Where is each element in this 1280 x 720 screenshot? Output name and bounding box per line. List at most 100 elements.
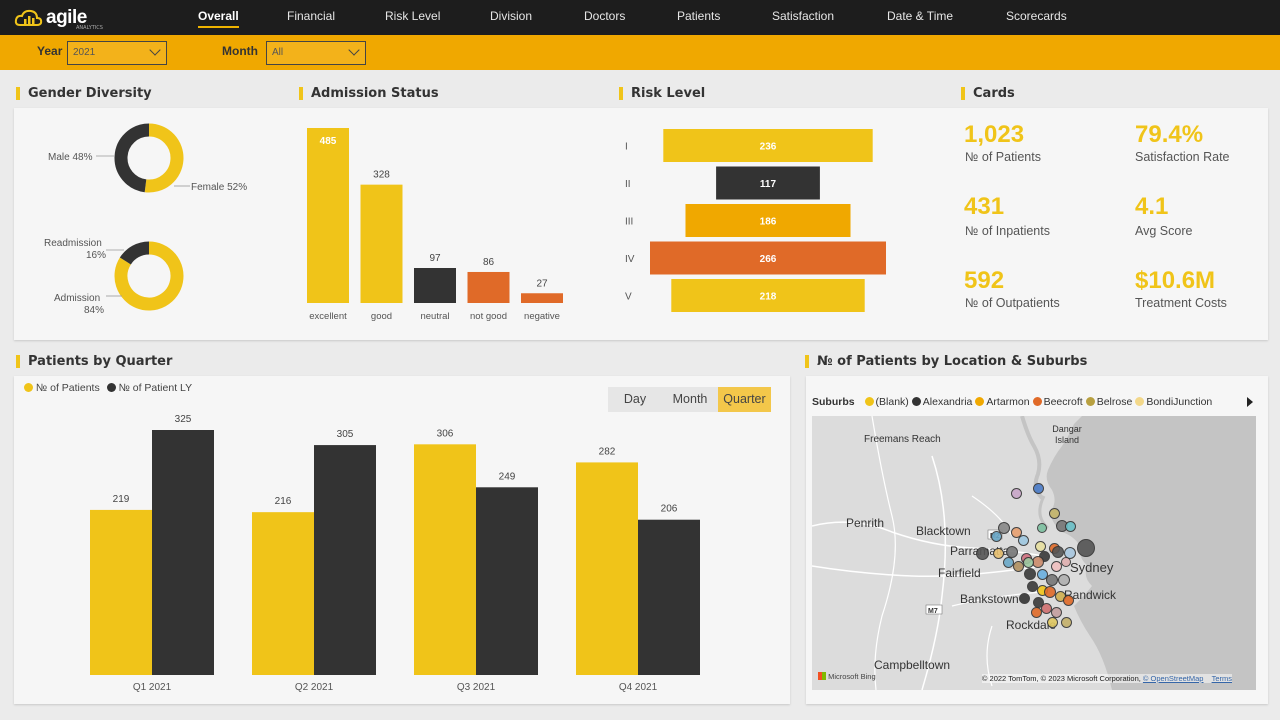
nav-tab-doctors[interactable]: Doctors	[584, 9, 626, 23]
admission-value-label: 27	[536, 278, 548, 289]
map-bubble[interactable]	[1046, 616, 1058, 628]
risk-bar-I[interactable]	[663, 129, 873, 162]
map-bubble[interactable]	[1034, 540, 1046, 552]
map-bubble[interactable]	[975, 546, 989, 560]
risk-bar-III[interactable]	[685, 204, 851, 237]
risk-category-label: II	[625, 179, 631, 190]
admission-donut[interactable]	[114, 241, 184, 311]
nav-tab-scorecards[interactable]: Scorecards	[1006, 9, 1067, 23]
map-bubble[interactable]	[1040, 602, 1052, 614]
donut-slice-admission[interactable]	[114, 241, 184, 311]
patients-by-location-title: № of Patients by Location & Suburbs	[805, 355, 1087, 368]
map-bubble[interactable]	[1060, 616, 1072, 628]
admission-bar-neutral[interactable]	[414, 268, 456, 303]
suburb-legend-label[interactable]: Artarmon	[986, 396, 1030, 408]
admission-status-title: Admission Status	[299, 87, 439, 100]
map-bubble[interactable]	[1064, 520, 1076, 532]
donut-slice-readmission[interactable]	[119, 241, 150, 265]
openstreetmap-link[interactable]: © OpenStreetMap	[1142, 674, 1204, 683]
map-bubble[interactable]	[1062, 594, 1074, 606]
risk-category-label: III	[625, 217, 633, 228]
admission-bar-not-good[interactable]	[467, 271, 510, 303]
quarter-legend: № of Patients № of Patient LY	[24, 382, 192, 394]
quarter-bar-patients[interactable]	[576, 462, 638, 675]
suburb-legend-label[interactable]: BondiJunction	[1146, 396, 1213, 408]
map-bubble[interactable]	[1032, 556, 1044, 568]
admission-category-label: neutral	[420, 311, 449, 322]
map-bubble[interactable]	[1050, 606, 1062, 618]
risk-bar-II[interactable]	[716, 166, 820, 200]
risk-bar-V[interactable]	[671, 279, 865, 312]
map-bubble[interactable]	[992, 547, 1004, 559]
nav-tab-date-time[interactable]: Date & Time	[887, 9, 954, 23]
map-bubble[interactable]	[1010, 526, 1022, 538]
suburb-legend-label[interactable]: Belrose	[1096, 396, 1133, 408]
map-bubble[interactable]	[1048, 507, 1060, 519]
risk-category-label: I	[625, 142, 628, 153]
readmission-label: Readmission	[44, 238, 102, 249]
map-place-label: Fairfield	[938, 566, 981, 580]
map-bubble[interactable]	[1052, 546, 1064, 558]
donut-slice-female[interactable]	[144, 123, 184, 193]
quarter-bar-patients-ly[interactable]	[314, 445, 376, 675]
donut-slice-male[interactable]	[114, 123, 150, 193]
gender-donut[interactable]	[114, 123, 184, 193]
map-bubble[interactable]	[1030, 606, 1042, 618]
quarter-bar-patients-ly[interactable]	[152, 430, 214, 675]
map-bubble[interactable]	[1022, 556, 1034, 568]
quarter-bar-patients[interactable]	[414, 444, 476, 675]
quarter-bar-patients[interactable]	[252, 512, 314, 675]
map-bubble[interactable]	[1002, 556, 1014, 568]
map-bubble[interactable]	[990, 530, 1002, 542]
map-bubble[interactable]	[1050, 560, 1062, 572]
risk-category-label: IV	[625, 254, 635, 265]
nav-tab-satisfaction[interactable]: Satisfaction	[772, 9, 835, 23]
admission-bar-good[interactable]	[360, 184, 403, 303]
risk-value-label: 266	[760, 254, 777, 265]
terms-link[interactable]: Terms	[1211, 674, 1232, 683]
nav-tab-division[interactable]: Division	[490, 9, 533, 23]
year-dropdown[interactable]: 2021	[67, 41, 167, 65]
map-bubble[interactable]	[1061, 557, 1071, 567]
map-bubble[interactable]	[1036, 568, 1048, 580]
attribution-text: © 2022 TomTom, © 2023 Microsoft Corporat…	[981, 674, 1141, 683]
map-bubble[interactable]	[1026, 580, 1038, 592]
segment-quarter-button[interactable]: Quarter	[718, 387, 771, 412]
map-bubble[interactable]	[1017, 534, 1029, 546]
admission-bar-excellent[interactable]	[307, 128, 349, 303]
map-bubble[interactable]	[998, 522, 1010, 534]
map-bubble[interactable]	[1046, 574, 1058, 586]
quarter-bar-patients-ly[interactable]	[476, 487, 538, 675]
admission-pct-label: 84%	[84, 305, 104, 316]
risk-bar-IV[interactable]	[650, 241, 886, 275]
quarter-category-label: Q3 2021	[457, 682, 496, 693]
nav-tab-risk-level[interactable]: Risk Level	[385, 9, 441, 23]
nav-tab-financial[interactable]: Financial	[287, 9, 336, 23]
quarter-category-label: Q1 2021	[133, 682, 172, 693]
nav-tab-overall[interactable]: Overall	[198, 9, 239, 28]
suburb-legend-label[interactable]: (Blank)	[875, 396, 909, 408]
suburb-legend-label[interactable]: Alexandria	[922, 396, 973, 408]
map-bubble[interactable]	[1077, 539, 1095, 557]
admission-bar-negative[interactable]	[521, 293, 563, 303]
map-bubble[interactable]	[1032, 482, 1044, 494]
map-place-label: Dangar Island	[1052, 424, 1082, 445]
map-bubble[interactable]	[1058, 574, 1070, 586]
quarter-bar-patients[interactable]	[90, 509, 152, 675]
map-place-label: Freemans Reach	[864, 434, 941, 445]
admission-category-label: negative	[524, 311, 560, 322]
map-bubble[interactable]	[1037, 523, 1047, 533]
month-dropdown[interactable]: All	[266, 41, 366, 65]
segment-day-button[interactable]: Day	[608, 387, 662, 412]
suburb-legend-label[interactable]: Beecroft	[1043, 396, 1083, 408]
map-bubble[interactable]	[1010, 487, 1022, 499]
legend-next-arrow-icon[interactable]	[1247, 397, 1253, 407]
sydney-map[interactable]: M2 M7 Freemans Reach Dangar Island Penrith…	[812, 416, 1256, 690]
agile-analytics-logo[interactable]: agile ANALYTICS	[14, 5, 104, 31]
nav-tab-patients[interactable]: Patients	[677, 9, 721, 23]
map-bubble[interactable]	[1018, 592, 1030, 604]
quarter-bar-patients-ly[interactable]	[638, 519, 700, 675]
map-bubble[interactable]	[1024, 568, 1036, 580]
map-bubble[interactable]	[1012, 560, 1024, 572]
segment-month-button[interactable]: Month	[662, 387, 718, 412]
